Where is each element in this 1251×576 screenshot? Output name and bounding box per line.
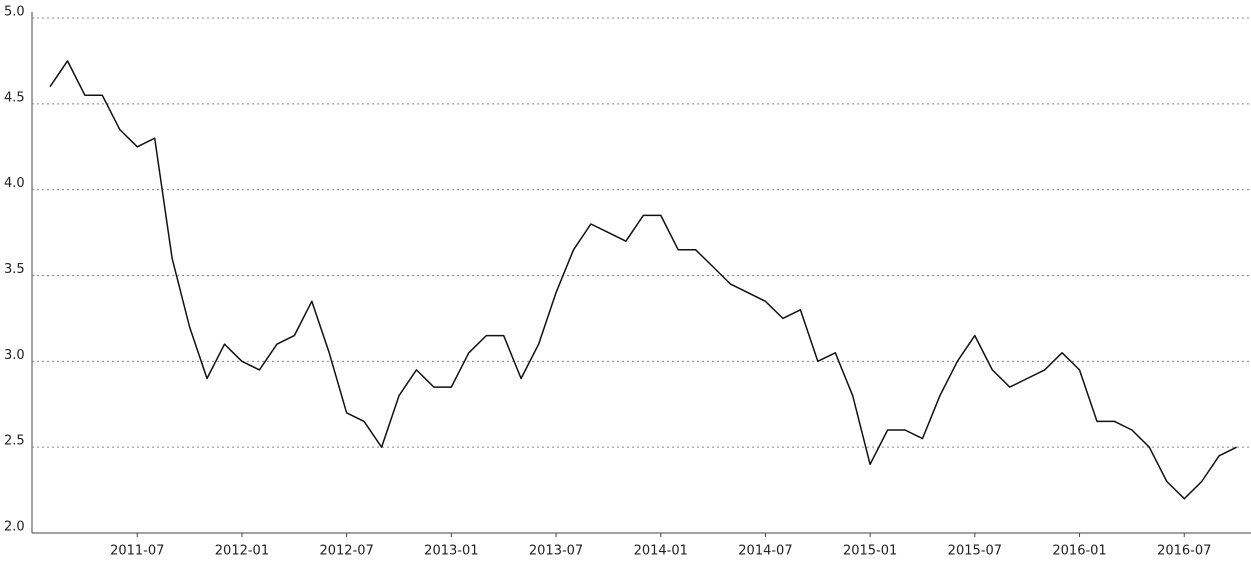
y-tick-label: 3.5 [4, 262, 25, 277]
x-tick-label: 2016-07 [1157, 544, 1211, 559]
y-tick-label: 2.0 [4, 520, 25, 535]
x-tick-label: 2014-01 [634, 544, 688, 559]
x-tick-label: 2013-07 [529, 544, 583, 559]
x-tick-label: 2012-07 [319, 544, 373, 559]
y-tick-label: 2.5 [4, 434, 25, 449]
x-tick-label: 2015-07 [948, 544, 1002, 559]
x-tick-label: 2013-01 [424, 544, 478, 559]
x-tick-label: 2015-01 [843, 544, 897, 559]
x-tick-label: 2016-01 [1052, 544, 1106, 559]
y-tick-label: 3.0 [4, 348, 25, 363]
x-tick-label: 2012-01 [215, 544, 269, 559]
y-tick-label: 4.0 [4, 176, 25, 191]
x-tick-label: 2011-07 [110, 544, 164, 559]
y-tick-label: 4.5 [4, 90, 25, 105]
line-series [49, 60, 1237, 500]
x-tick-label: 2014-07 [738, 544, 792, 559]
y-tick-label: 5.0 [4, 5, 25, 20]
